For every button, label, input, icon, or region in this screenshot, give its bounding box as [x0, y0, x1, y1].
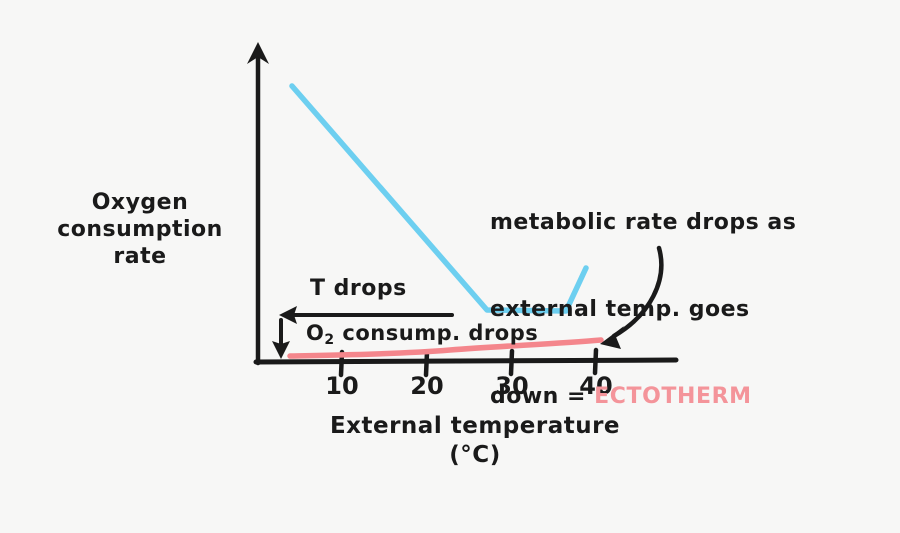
- callout-arrow: [600, 245, 664, 349]
- x-tick-label-10: 10: [325, 372, 359, 400]
- x-tick-label-40: 40: [579, 372, 613, 400]
- callout-arrowhead: [600, 326, 624, 349]
- callout-line-2: external temp. goes: [490, 297, 750, 323]
- x-tick-label-20: 20: [410, 372, 444, 400]
- y-axis-arrowhead: [247, 42, 269, 64]
- x-tick-40: [592, 347, 599, 376]
- callout-line-1: metabolic rate drops as: [490, 210, 797, 236]
- o2-label-o: O: [306, 321, 325, 345]
- metabolic-rate-curve: [289, 83, 589, 314]
- t-drops-arrowhead: [279, 306, 297, 324]
- callout-annotation: metabolic rate drops as external temp. g…: [490, 150, 870, 469]
- x-tick-label-30: 30: [495, 372, 529, 400]
- t-drops-arrow: [279, 306, 454, 324]
- o2-label-rest: consump. drops: [334, 321, 539, 345]
- oxygen-consumption-curve: [287, 337, 604, 359]
- ectotherm-keyword: ECTOTHERM: [594, 384, 752, 410]
- o2-drops-arrow: [272, 318, 290, 359]
- o2-drops-label: O2 consump. drops: [306, 321, 539, 348]
- o2-drops-arrowhead: [272, 341, 290, 359]
- x-axis-label: External temperature (°C): [329, 413, 621, 468]
- y-axis-label: Oxygen consumption rate: [57, 190, 223, 269]
- x-tick-20: [423, 349, 430, 378]
- callout-line-3-prefix: down =: [490, 384, 595, 410]
- callout-line-3: down = ECTOTHERM: [490, 382, 870, 411]
- x-tick-30: [508, 348, 515, 377]
- y-axis: [247, 42, 269, 366]
- o2-label-subscript: 2: [324, 332, 335, 348]
- t-drops-label: T drops: [310, 276, 407, 301]
